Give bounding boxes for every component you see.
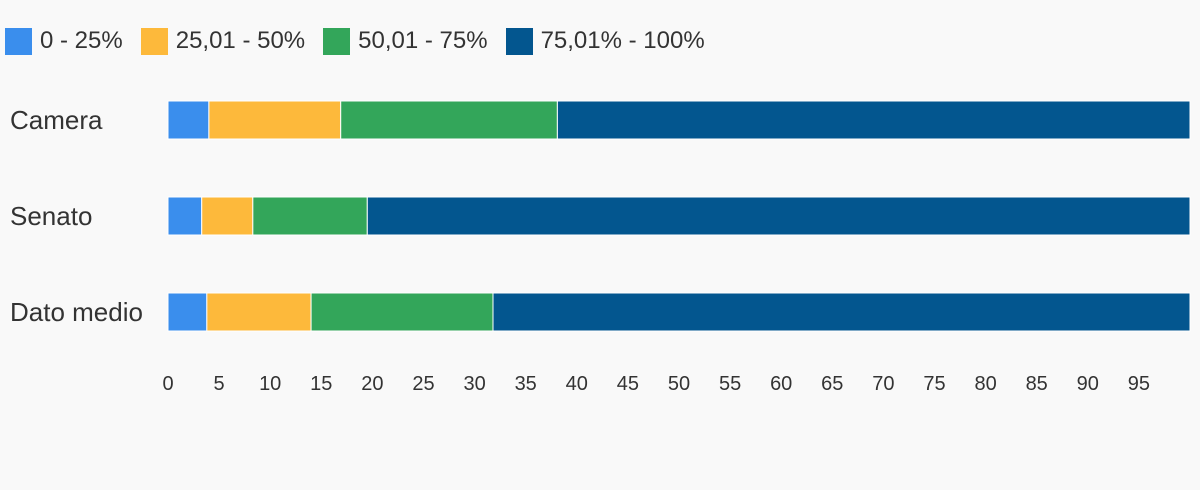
category-label: Camera: [10, 105, 103, 135]
legend-swatch-25-50: [140, 27, 168, 55]
x-tick-label: 20: [361, 373, 383, 395]
x-tick-label: 70: [872, 373, 894, 395]
bar-segment[interactable]: [310, 292, 494, 332]
legend-label-50-75: 50,01 - 75%: [358, 27, 488, 54]
bar-segment[interactable]: [167, 100, 210, 140]
x-tick-label: 15: [310, 373, 332, 395]
x-tick-label: 25: [412, 373, 434, 395]
bar-segment[interactable]: [167, 292, 208, 332]
x-tick-label: 90: [1077, 373, 1099, 395]
bar-segment[interactable]: [556, 100, 1191, 140]
x-tick-label: 35: [515, 373, 537, 395]
category-label: Dato medio: [10, 297, 143, 327]
legend-swatch-75-100: [505, 27, 533, 55]
legend-item-50-75[interactable]: 50,01 - 75%: [323, 24, 488, 58]
x-tick-label: 65: [821, 373, 843, 395]
legend-swatch-50-75: [323, 27, 351, 55]
chart-legend: 0 - 25% 25,01 - 50% 50,01 - 75% 75,01% -…: [5, 24, 723, 58]
bar-segment[interactable]: [252, 196, 368, 236]
x-tick-label: 80: [974, 373, 996, 395]
bar-segment[interactable]: [208, 100, 342, 140]
x-tick-label: 5: [214, 373, 225, 395]
x-tick-label: 50: [668, 373, 690, 395]
bar-segment[interactable]: [492, 292, 1191, 332]
x-tick-label: 10: [259, 373, 281, 395]
legend-label-25-50: 25,01 - 50%: [175, 27, 306, 54]
x-axis-ticks: 0 5 10 15 20 25 30 35 40 45 50 55 60 65 70 75 80 85 90 95: [162, 373, 1150, 395]
category-labels: Camera Senato Dato medio: [10, 105, 143, 327]
legend-item-25-50[interactable]: 25,01 - 50%: [140, 24, 306, 58]
bar-segment[interactable]: [366, 196, 1191, 236]
category-label: Senato: [10, 201, 92, 231]
x-tick-label: 60: [770, 373, 792, 395]
bar-segment[interactable]: [201, 196, 254, 236]
x-tick-label: 45: [617, 373, 639, 395]
x-tick-label: 30: [463, 373, 485, 395]
x-tick-label: 0: [162, 373, 173, 395]
bar-segments: [167, 100, 1191, 332]
bar-segment[interactable]: [340, 100, 558, 140]
legend-label-0-25: 0 - 25%: [40, 27, 123, 54]
bar-segment[interactable]: [206, 292, 312, 332]
x-tick-label: 95: [1128, 373, 1150, 395]
bar-segment[interactable]: [167, 196, 203, 236]
legend-label-75-100: 75,01% - 100%: [540, 27, 705, 54]
legend-item-0-25[interactable]: 0 - 25%: [5, 24, 123, 58]
legend-swatch-0-25: [5, 27, 32, 55]
x-tick-label: 55: [719, 373, 741, 395]
legend-item-75-100[interactable]: 75,01% - 100%: [505, 24, 705, 58]
x-tick-label: 40: [566, 373, 588, 395]
x-tick-label: 85: [1026, 373, 1048, 395]
x-tick-label: 75: [923, 373, 945, 395]
